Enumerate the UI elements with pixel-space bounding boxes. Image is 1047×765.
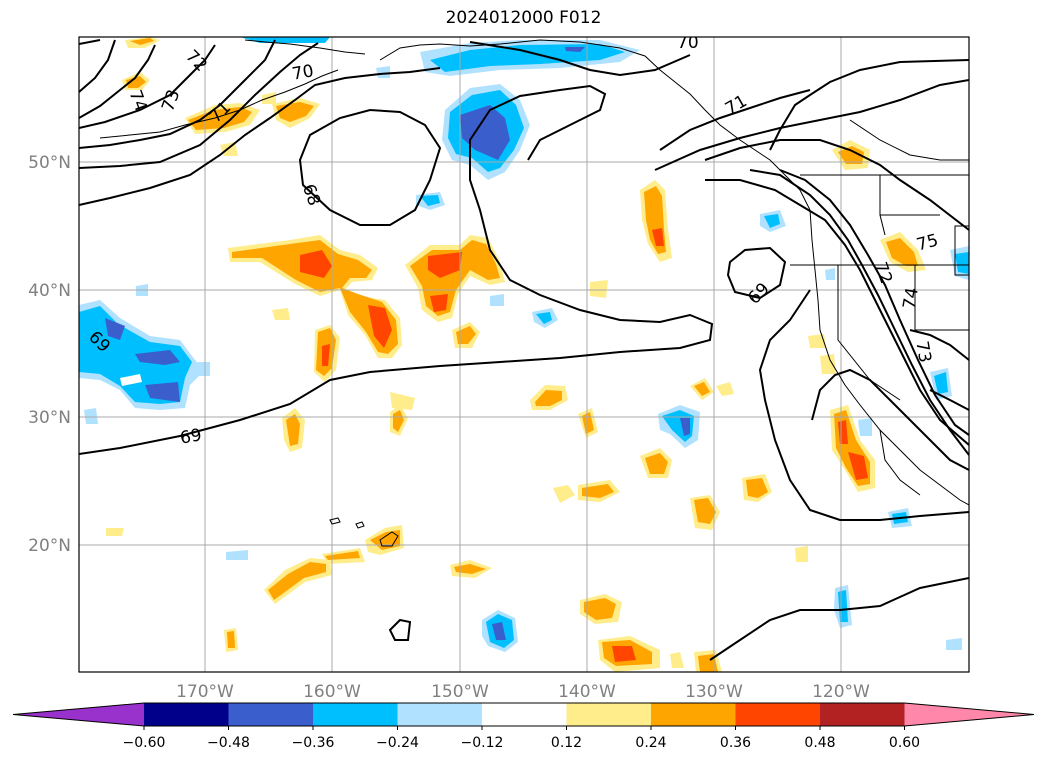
lon-label-120w: 120°W <box>812 682 870 702</box>
contour-lines <box>79 39 969 661</box>
colorbar-swatch <box>228 703 314 726</box>
coastlines <box>99 39 969 547</box>
gridlines <box>79 37 969 672</box>
latitude-labels: 50°N 40°N 30°N 20°N <box>28 153 71 556</box>
colorbar: −0.60 −0.48 −0.36 −0.24 −0.12 0.12 0.24 0.36 0.4… <box>12 702 1035 751</box>
colorbar-tick-label: −0.36 <box>292 735 335 751</box>
lon-label-130w: 130°W <box>685 682 743 702</box>
colorbar-tick-label: 0.36 <box>720 735 751 751</box>
colorbar-extend-min <box>13 703 144 726</box>
lat-label-50n: 50°N <box>28 153 71 173</box>
colorbar-tick-label: 0.12 <box>551 735 582 751</box>
lon-label-160w: 160°W <box>303 682 361 702</box>
contour-label: 69 <box>179 425 204 448</box>
contour-label: 70 <box>677 33 699 53</box>
colorbar-tick-label: 0.24 <box>635 735 666 751</box>
colorbar-swatch <box>651 703 736 726</box>
lon-label-140w: 140°W <box>558 682 616 702</box>
colorbar-tick-label: 0.48 <box>804 735 835 751</box>
colorbar-swatch <box>735 703 821 726</box>
colorbar-tick-label: −0.12 <box>461 735 504 751</box>
lon-label-170w: 170°W <box>176 682 234 702</box>
lat-label-30n: 30°N <box>28 408 71 428</box>
colorbar-swatch <box>313 703 398 726</box>
colorbar-swatch <box>566 703 652 726</box>
shaded-regions <box>79 37 969 672</box>
map-content: 72 74 73 71 70 70 71 68 69 69 69 75 72 7… <box>79 33 969 672</box>
colorbar-swatch <box>820 703 905 726</box>
lon-label-150w: 150°W <box>431 682 489 702</box>
contour-label: 74 <box>899 286 922 311</box>
colorbar-swatch <box>144 703 229 726</box>
map-title: 2024012000 F012 <box>445 8 602 28</box>
longitude-labels: 170°W 160°W 150°W 140°W 130°W 120°W <box>176 682 870 702</box>
colorbar-tick-label: −0.60 <box>123 735 166 751</box>
colorbar-tick-label: 0.60 <box>889 735 920 751</box>
lat-label-40n: 40°N <box>28 281 71 301</box>
colorbar-extend-max <box>904 703 1034 726</box>
contour-label: 70 <box>291 61 316 84</box>
colorbar-swatch <box>397 703 483 726</box>
map-frame <box>78 36 970 673</box>
colorbar-tick-label: −0.24 <box>376 735 419 751</box>
contour-label: 73 <box>911 340 934 365</box>
colorbar-swatch <box>482 703 567 726</box>
lat-label-20n: 20°N <box>28 536 71 556</box>
colorbar-tick-label: −0.48 <box>207 735 250 751</box>
